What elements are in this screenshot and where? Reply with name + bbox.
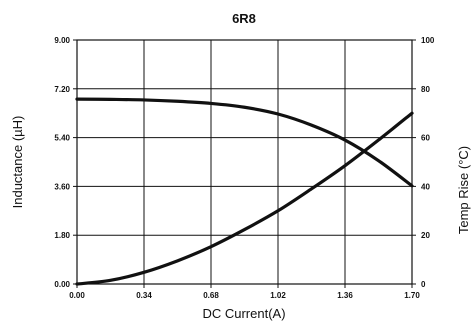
plot-frame (76, 39, 413, 285)
y-tick-label-left: 9.00 (54, 36, 70, 45)
y-tick-label-left: 7.20 (54, 85, 70, 94)
y-tick-label-left: 3.60 (54, 182, 70, 191)
temp-rise-curve (75, 111, 414, 286)
x-tick-label: 1.36 (337, 291, 353, 300)
y-tick-label-right: 40 (421, 182, 430, 191)
y-tick-label-right: 60 (421, 134, 430, 143)
y-tick-label-left: 1.80 (54, 231, 70, 240)
chart-title: 6R8 (232, 11, 256, 26)
y-tick-label-left: 5.40 (54, 134, 70, 143)
curves (75, 97, 414, 286)
x-tick-label: 1.70 (404, 291, 420, 300)
y-tick-label-right: 80 (421, 85, 430, 94)
x-tick-label: 0.34 (136, 291, 152, 300)
x-tick-label: 0.68 (203, 291, 219, 300)
x-tick-label: 1.02 (270, 291, 286, 300)
y-tick-label-left: 0.00 (54, 280, 70, 289)
x-tick-label: 0.00 (69, 291, 85, 300)
y-tick-label-right: 100 (421, 36, 435, 45)
inductance-curve (75, 97, 414, 188)
y-tick-label-right: 20 (421, 231, 430, 240)
grid-lines (77, 40, 412, 284)
tick-labels: 0.00 0.34 0.68 1.02 1.36 1.70 0.00 1.80 3.60 5.40… (54, 36, 434, 300)
y-axis-label-right: Temp Rise (°C) (456, 146, 471, 234)
y-axis-label-left: Inductance (µH) (10, 116, 25, 209)
y-tick-label-right: 0 (421, 280, 426, 289)
x-axis-label: DC Current(A) (202, 306, 285, 321)
